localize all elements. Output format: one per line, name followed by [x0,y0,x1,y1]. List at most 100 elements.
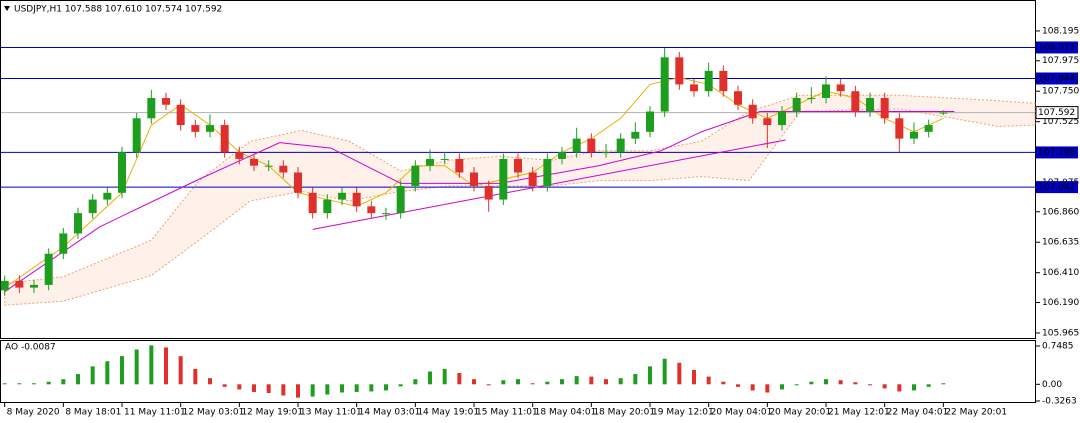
ao-bar [340,384,344,393]
ao-bar [868,384,872,386]
ao-bar [662,358,667,385]
candle-body [44,253,53,285]
candle-body [910,131,918,139]
candle-body [734,91,742,105]
ao-bar [618,378,623,385]
ao-bar [134,349,139,385]
candle-body [352,192,361,207]
candle-body [924,125,933,132]
candle-body [250,158,258,166]
ao-bar [457,373,462,385]
candle-body [470,172,478,187]
candle-body [59,233,68,254]
level-label-box [1036,72,1078,85]
ao-bar [853,382,858,385]
x-tick-label: 18 May 20:01 [593,408,655,418]
candle-body [264,165,273,167]
level-label-box [1036,146,1078,159]
candle-body [308,192,317,214]
ao-bar [61,379,66,385]
ichimoku-cloud [4,94,1036,306]
ao-bar [281,384,286,396]
x-tick-label: 18 May 04:01 [535,408,597,418]
x-tick-label: 22 May 04:01 [887,408,949,418]
candle-body [704,70,713,92]
ao-bar [648,366,652,385]
candle-body [616,138,625,153]
x-tick-label: 12 May 03:01 [183,408,245,418]
ao-bar [604,379,608,385]
ao-bar [266,384,271,393]
candle-body [396,186,405,214]
candle-body [30,284,38,288]
ao-bar [325,384,330,395]
ao-bar [354,384,359,392]
x-tick-label: 12 May 19:01 [241,408,303,418]
candle-body [646,111,654,132]
ao-bar [809,381,814,385]
ao-bar [501,380,506,385]
ao-bar [472,379,476,385]
y-tick-label: 107.750 [1042,87,1079,97]
candle-body [426,158,434,166]
ao-bar [941,383,946,385]
candle-body [147,97,156,119]
ao-bar [706,376,711,385]
ao-bar [574,376,579,385]
ao-bar [413,379,418,385]
x-tick-label: 14 May 19:01 [417,408,479,418]
ao-bar [90,366,95,385]
candle-body [528,172,537,187]
ao-bar [545,381,550,385]
candle-body [572,138,581,153]
x-tick-label: 8 May 18:01 [65,408,121,418]
ao-panel [0,340,1036,403]
candle-body [763,118,772,126]
candle-body [279,165,288,173]
candle-body [939,112,948,114]
level-label: 107.298 [1038,148,1075,158]
candle-body [235,152,244,159]
ao-bar [780,384,784,390]
ao-bar [237,384,242,390]
ao-bar [164,347,168,385]
candle-body [191,125,200,132]
ao-bar [252,384,256,392]
candle-body [411,165,420,187]
candle-body [836,84,845,92]
ao-bar [912,384,916,391]
level-label: 108.073 [1038,43,1075,53]
candle-body [176,104,185,126]
ao-bar [193,368,198,385]
candle-body [587,138,596,153]
y-tick-label: -0.3263 [1042,396,1077,406]
ao-bar [721,381,726,385]
ao-bar [765,384,770,393]
ao-bar [677,362,682,385]
candle-body [778,111,786,126]
y-tick-label: 106.190 [1042,298,1079,308]
candle-body [631,131,640,139]
indicator-title: AO -0.0087 [5,343,56,353]
candle-body [822,84,830,98]
candle-body [748,104,757,119]
ao-bar [897,384,902,392]
ao-bar [926,384,931,387]
candle-body [880,97,889,119]
x-tick-label: 8 May 2020 [7,408,60,418]
y-tick-label: 106.635 [1042,238,1079,248]
candle-body [851,91,860,112]
ao-bar [736,384,740,387]
ao-bar [384,384,388,391]
ao-bar [560,379,564,385]
ao-bar [120,356,124,385]
menu-arrow[interactable] [4,6,10,11]
x-tick-label: 13 May 11:01 [300,408,362,418]
ao-bar [838,380,843,385]
candle-body [514,158,522,173]
candle-body [220,125,229,153]
x-tick-label: 11 May 11:01 [124,408,186,418]
candle-body [132,118,141,153]
x-tick-label: 19 May 12:01 [652,408,714,418]
